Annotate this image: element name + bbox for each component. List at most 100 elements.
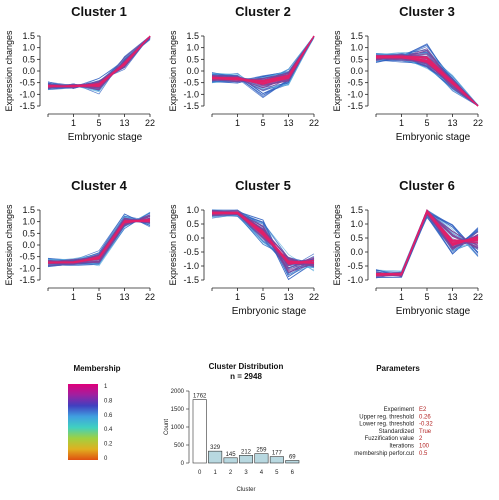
y-tick-label: -1.5 xyxy=(19,275,35,285)
membership-tick-label: 0.4 xyxy=(104,427,113,433)
y-tick-label: 0.0 xyxy=(186,66,199,76)
profile-line xyxy=(47,35,151,87)
x-axis-label: Embryonic stage xyxy=(396,132,471,143)
x-tick-label: 13 xyxy=(447,118,457,128)
panel-title: Cluster 3 xyxy=(399,4,455,19)
x-tick-label: 1 xyxy=(235,118,240,128)
bar-cluster-2 xyxy=(223,457,238,464)
profile-line xyxy=(47,35,151,88)
bar-x-tick-label: 4 xyxy=(260,470,264,476)
bar-x-tick-label: 1 xyxy=(213,470,217,476)
x-tick-label: 5 xyxy=(96,292,101,302)
y-tick-label: -1.5 xyxy=(347,101,363,111)
profile-line xyxy=(47,35,151,87)
x-tick-label: 13 xyxy=(119,292,129,302)
profile-line xyxy=(375,58,479,107)
y-tick-label: 0.5 xyxy=(350,54,363,64)
y-tick-label: 1.5 xyxy=(186,31,199,41)
y-tick-label: -1.0 xyxy=(347,89,363,99)
panel-title: Cluster 1 xyxy=(71,4,127,19)
parameter-value: -0.32 xyxy=(419,422,433,428)
membership-tick-label: 0.8 xyxy=(104,398,113,404)
y-tick-label: 1.5 xyxy=(350,31,363,41)
distribution-subtitle: n = 2948 xyxy=(230,372,262,381)
panel-title: Cluster 5 xyxy=(235,178,291,193)
y-tick-label: 0.5 xyxy=(186,54,199,64)
y-tick-label: 1.0 xyxy=(350,43,363,53)
x-tick-label: 5 xyxy=(96,118,101,128)
x-tick-label: 5 xyxy=(260,292,265,302)
profile-line xyxy=(47,218,151,262)
y-tick-label: 1.0 xyxy=(186,205,199,215)
bar-cluster-0 xyxy=(192,399,207,464)
bar-value-label: 1762 xyxy=(193,394,207,400)
y-tick-label: -0.5 xyxy=(183,78,199,88)
x-tick-label: 13 xyxy=(283,118,293,128)
profile-line xyxy=(47,220,151,263)
profile-line xyxy=(47,35,151,88)
y-tick-label: 1.0 xyxy=(22,217,35,227)
profile-line xyxy=(47,36,151,88)
profile-line xyxy=(211,209,315,273)
profile-lines xyxy=(211,35,315,99)
x-axis-label: Embryonic stage xyxy=(396,306,471,317)
bar-value-label: 177 xyxy=(272,451,283,457)
parameter-key: Experiment xyxy=(384,407,415,413)
bar-y-tick-label: 500 xyxy=(174,443,185,449)
y-axis-label: Expression changes xyxy=(168,204,178,286)
profile-line xyxy=(47,35,151,88)
x-tick-label: 1 xyxy=(71,118,76,128)
parameter-key: Lower reg. threshold xyxy=(359,422,414,428)
x-tick-label: 1 xyxy=(71,292,76,302)
bar-y-tick-label: 2000 xyxy=(171,389,185,395)
parameter-value: 2 xyxy=(419,436,423,442)
profile-line xyxy=(375,217,479,279)
y-tick-label: 1.5 xyxy=(350,205,363,215)
cluster-panel-2: Cluster 2 Expression changes -1.5 -1.0-0.5 0… xyxy=(168,4,319,128)
profile-line xyxy=(47,35,151,91)
y-tick-label: -0.5 xyxy=(19,252,35,262)
bar-cluster-6 xyxy=(285,460,300,464)
bar-x-tick-label: 2 xyxy=(229,470,233,476)
profile-lines xyxy=(47,35,151,95)
y-tick-label: -1.5 xyxy=(183,101,199,111)
profile-line xyxy=(47,36,151,88)
y-tick-label: -1.5 xyxy=(19,101,35,111)
bar-y-tick-label: 1000 xyxy=(171,425,185,431)
profile-line xyxy=(47,35,151,88)
profile-line xyxy=(211,212,315,267)
parameter-key: Fuzzification value xyxy=(365,436,415,442)
profile-line xyxy=(47,38,151,88)
panel-title: Cluster 6 xyxy=(399,178,455,193)
bar-value-label: 329 xyxy=(210,445,221,451)
profile-line xyxy=(375,216,479,277)
parameters-panel: Parameters Experiment E2 Upper reg. thresh… xyxy=(354,364,433,457)
y-axis-label: Expression changes xyxy=(4,30,14,112)
profile-line xyxy=(47,36,151,89)
y-tick-label: 0.0 xyxy=(350,66,363,76)
profile-line xyxy=(375,57,479,107)
y-tick-label: 0.5 xyxy=(22,228,35,238)
cluster-panel-6: Cluster 6 Expression changes -1.0 -0.5 0.0 0.… xyxy=(332,178,483,317)
x-axis-label: Embryonic stage xyxy=(232,306,307,317)
parameter-value: 0.26 xyxy=(419,414,431,420)
y-tick-label: 0.5 xyxy=(22,54,35,64)
profile-line xyxy=(211,211,314,263)
bar-y-tick-label: 0 xyxy=(181,461,185,467)
bar-x-tick-label: 3 xyxy=(244,470,248,476)
y-tick-label: -0.5 xyxy=(19,78,35,88)
x-tick-label: 13 xyxy=(283,292,293,302)
x-tick-label: 22 xyxy=(145,118,155,128)
y-axis-label: Expression changes xyxy=(4,204,14,286)
profile-line xyxy=(47,35,151,88)
cluster-panel-3: Cluster 3 Expression changes -1.5 -1.0-0.5 0… xyxy=(332,4,483,143)
bar-cluster-4 xyxy=(254,453,269,464)
parameter-key: membership perfor.cut xyxy=(354,451,414,457)
bar-value-label: 69 xyxy=(289,455,296,461)
profile-line xyxy=(47,36,151,88)
y-tick-label: -1.0 xyxy=(183,89,199,99)
membership-title: Membership xyxy=(73,364,120,373)
y-tick-label: -1.5 xyxy=(183,275,199,285)
profile-line xyxy=(375,215,479,277)
